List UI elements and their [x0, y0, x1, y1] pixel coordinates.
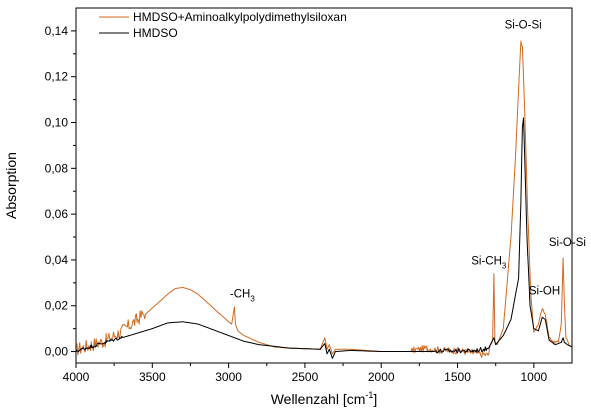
plot-area — [75, 7, 573, 364]
peak-annotation: Si-CH3 — [471, 256, 507, 271]
annotation-text: Si-O-Si — [505, 20, 542, 32]
x-axis-title: Wellenzahl [cm-1] — [271, 390, 378, 407]
legend-label-hmdso: HMDSO — [133, 26, 178, 40]
peak-annotation: Si-O-Si — [505, 20, 542, 32]
x-tick-label: 3500 — [139, 370, 166, 384]
x-tick-label: 3000 — [215, 370, 242, 384]
y-axis: 0,00 0,02 0,04 0,06 0,08 0,10 0,12 0,14 — [45, 24, 76, 359]
x-axis: 4000 3500 3000 2500 2000 1500 1000 — [63, 363, 548, 384]
x-tick-label: 1000 — [520, 370, 547, 384]
peak-annotation: Si-O-Si — [549, 237, 586, 249]
y-tick-label: 0,00 — [45, 345, 69, 359]
annotation-text: Si-CH — [471, 256, 502, 268]
x-axis-title-main: Wellenzahl [cm — [271, 391, 366, 407]
annotation-text: Si-O-Si — [549, 237, 586, 249]
legend-label-hmdso-aminoalkyl: HMDSO+Aminoalkylpolydimethylsiloxan — [133, 10, 347, 24]
y-tick-label: 0,04 — [45, 253, 69, 267]
legend: HMDSO+Aminoalkylpolydimethylsiloxan HMDS… — [99, 10, 347, 40]
annotation-text: Si-OH — [529, 285, 560, 297]
x-axis-title-superscript: -1 — [365, 390, 373, 400]
x-tick-label: 1500 — [444, 370, 471, 384]
y-tick-label: 0,12 — [45, 70, 69, 84]
series-line-hmdso — [75, 117, 573, 359]
annotation-subscript: 3 — [502, 262, 507, 271]
y-tick-label: 0,14 — [45, 24, 69, 38]
y-tick-label: 0,08 — [45, 161, 69, 175]
x-tick-label: 2500 — [292, 370, 319, 384]
series-lines — [75, 40, 573, 359]
series-line-hmdso-aminoalkyl — [75, 40, 573, 358]
peak-annotation: Si-OH — [529, 285, 560, 297]
peak-annotation: -CH3 — [230, 289, 255, 304]
x-axis-title-suffix: ] — [373, 391, 377, 407]
y-axis-title: Absorption — [3, 152, 19, 219]
annotation-subscript: 3 — [250, 295, 255, 304]
y-tick-label: 0,02 — [45, 299, 69, 313]
plot-frame — [75, 7, 573, 364]
annotation-text: -CH — [230, 289, 250, 301]
y-tick-label: 0,10 — [45, 116, 69, 130]
x-tick-label: 4000 — [63, 370, 90, 384]
y-tick-label: 0,06 — [45, 207, 69, 221]
x-tick-label: 2000 — [368, 370, 395, 384]
